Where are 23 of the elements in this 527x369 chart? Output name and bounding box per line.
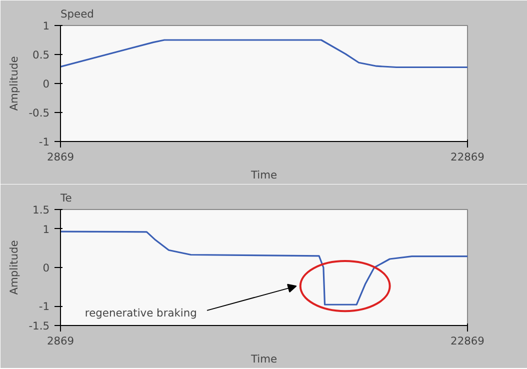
y-tick-label: -1.5 (28, 320, 50, 332)
line-series (60, 39, 468, 68)
x-axis-title: Time (250, 168, 278, 182)
y-tick-label: -1 (38, 136, 50, 148)
x-tick-label: 22869 (450, 334, 485, 348)
chart-title: Te (60, 192, 72, 204)
y-tick-label: -1 (38, 300, 50, 314)
y-tick-label: 1.5 (32, 204, 50, 216)
y-tick-label: 1 (42, 222, 50, 236)
chart-title: Speed (60, 8, 94, 20)
y-tick-label: 0.5 (32, 48, 50, 62)
y-tick-label: 0 (42, 262, 50, 274)
y-tick-label: 0 (42, 78, 50, 90)
y-tick-label: -0.5 (28, 106, 50, 120)
y-axis-title: Amplitude (8, 240, 21, 295)
line-series (60, 230, 468, 306)
x-axis-title: Time (250, 352, 278, 366)
annotation: regenerative braking (84, 306, 197, 320)
y-tick-label: 1 (42, 20, 50, 32)
x-tick-label: 22869 (450, 150, 485, 164)
x-tick-label: 2869 (46, 150, 74, 164)
x-tick-label: 2869 (46, 334, 74, 348)
y-axis-title: Amplitude (8, 56, 21, 111)
